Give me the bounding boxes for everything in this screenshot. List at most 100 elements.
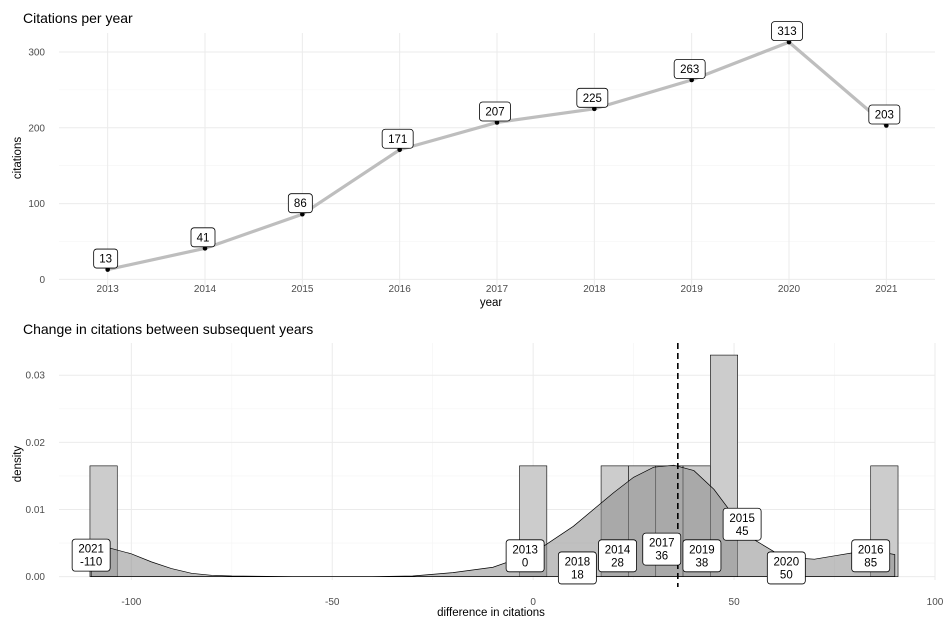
y-tick-label: 100: [28, 199, 45, 210]
data-label: 203: [868, 104, 901, 125]
label-text: 45: [736, 526, 749, 538]
y-tick-label: 0.00: [26, 572, 46, 583]
line-chart-panel: Citations per year 0 100 200 300 2013 2014 201…: [12, 10, 935, 309]
label-box: [190, 227, 216, 248]
label-box: [557, 551, 597, 585]
data-label: 86: [287, 193, 313, 214]
label-text: 2020: [774, 556, 800, 568]
label-box: [642, 532, 682, 566]
label-text: 203: [875, 110, 894, 122]
label-text: 313: [777, 26, 796, 38]
data-label: 207: [479, 101, 511, 122]
data-label: 225: [576, 87, 609, 108]
x-tick-label: -50: [325, 597, 340, 608]
x-tick-label: 2014: [194, 284, 217, 295]
x-tick-label: 2020: [778, 284, 801, 295]
label-text: 0: [522, 557, 528, 569]
label-text: 2019: [689, 544, 715, 556]
label-text: 225: [583, 93, 602, 105]
label-text: 50: [780, 569, 793, 581]
x-tick-label: -100: [121, 597, 141, 608]
label-text: 13: [99, 254, 112, 266]
label-text: 28: [611, 557, 624, 569]
label-box: [766, 551, 806, 585]
line-chart-grid: [59, 33, 935, 287]
x-tick-label: 2017: [486, 284, 509, 295]
x-tick-label: 2021: [875, 284, 898, 295]
x-axis-label: difference in citations: [437, 607, 545, 619]
label-box: [381, 128, 414, 149]
x-tick-label: 2015: [291, 284, 314, 295]
x-axis-label: year: [480, 297, 503, 309]
label-text: 2016: [858, 544, 884, 556]
label-text: 85: [864, 557, 877, 569]
y-tick-label: 0: [39, 275, 45, 286]
label-text: 86: [294, 198, 307, 210]
chart-title: Change in citations between subsequent y…: [23, 321, 313, 337]
data-label: 13: [93, 248, 119, 269]
label-text: 171: [388, 134, 407, 146]
label-box: [93, 248, 119, 269]
label-text: 207: [485, 106, 504, 118]
x-tick-label: 0: [530, 597, 536, 608]
y-axis-label: citations: [12, 137, 24, 179]
label-box: [71, 538, 111, 572]
y-tick-label: 0.03: [26, 371, 46, 382]
chart-title: Citations per year: [23, 10, 133, 26]
histogram-ticks: -100 -50 0 50 100 0.00 0.01 0.02 0.03: [26, 371, 944, 608]
label-text: 2014: [605, 544, 631, 556]
label-box: [722, 507, 762, 541]
label-box: [673, 59, 706, 79]
label-text: 2018: [565, 556, 591, 568]
x-tick-label: 2013: [97, 284, 120, 295]
label-box: [479, 101, 511, 122]
label-text: -110: [80, 557, 102, 569]
data-label: 263: [673, 59, 706, 79]
label-text: 2015: [729, 513, 755, 525]
label-text: 36: [655, 551, 668, 563]
point-label: 2021-110: [71, 538, 111, 572]
label-box: [868, 104, 901, 125]
label-box: [287, 193, 313, 214]
label-text: 2017: [649, 538, 675, 550]
label-box: [598, 539, 637, 573]
y-axis-label: density: [12, 446, 24, 483]
label-box: [771, 21, 803, 41]
data-label: 171: [381, 128, 414, 149]
y-tick-label: 0.02: [26, 438, 46, 449]
label-box: [576, 87, 609, 108]
x-tick-label: 100: [927, 597, 944, 608]
histogram-grid: [59, 343, 936, 580]
data-label: 313: [771, 21, 803, 41]
label-text: 2013: [512, 544, 538, 556]
y-tick-label: 200: [28, 123, 45, 134]
y-tick-label: 0.01: [26, 505, 46, 516]
label-box: [682, 539, 722, 573]
label-text: 38: [696, 557, 709, 569]
label-box: [851, 539, 891, 573]
x-tick-label: 2019: [681, 284, 704, 295]
y-tick-label: 300: [28, 47, 45, 58]
label-text: 41: [197, 232, 210, 244]
x-tick-label: 2018: [583, 284, 606, 295]
histogram-panel: Change in citations between subsequent y…: [12, 321, 944, 619]
data-label: 41: [190, 227, 216, 248]
label-text: 2021: [78, 544, 104, 556]
label-text: 263: [680, 64, 699, 76]
x-tick-label: 2016: [389, 284, 412, 295]
histogram-bars: [89, 354, 899, 577]
label-text: 18: [571, 569, 584, 581]
line-chart-data-labels: 13 41 86 171 207 225 263 313 203: [93, 21, 901, 269]
x-tick-label: 50: [729, 597, 741, 608]
line-chart-ticks: 0 100 200 300 2013 2014 2015 2016 2017 2018 2019 20…: [28, 47, 898, 295]
